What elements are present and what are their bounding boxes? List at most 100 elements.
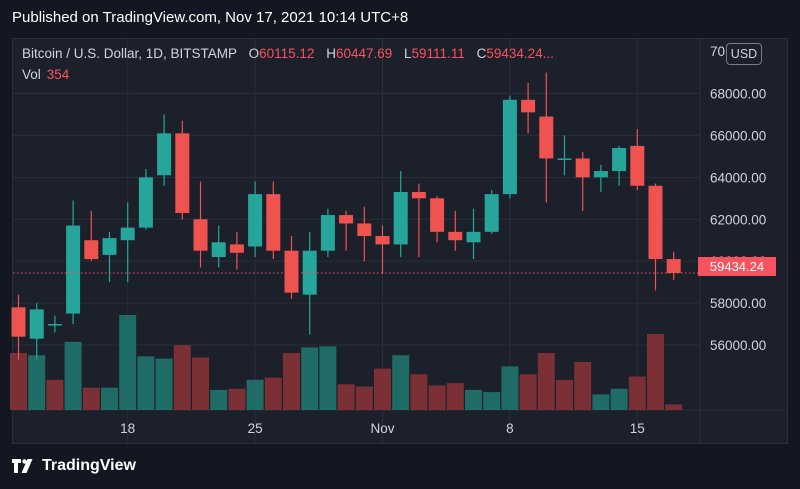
candle-body-19 [357,223,372,237]
candle-35 [648,183,663,291]
candle-body-10 [193,219,208,251]
candle-12 [229,231,244,270]
volume-label: Vol [22,67,41,82]
candle-body-7 [138,177,153,228]
volume-bar-8 [155,358,173,410]
candle-24 [448,210,463,251]
candle-body-3 [66,225,81,314]
candle-body-5 [102,238,117,255]
volume-bar-25 [465,389,482,410]
volume-bar-12 [228,388,246,410]
legend-low-value: 59111.11 [411,46,465,61]
volume-bar-28 [519,374,537,410]
candle-body-25 [466,231,481,243]
brand-name: TradingView [42,457,136,474]
candle-2 [47,315,62,333]
volume-bar-36 [665,404,683,410]
volume-bar-16 [301,347,319,410]
y-tick-label-0: 56000.00 [710,338,766,353]
legend-high-label: H [326,46,336,61]
candle-body-26 [484,194,499,232]
y-tick-partial: 70 [710,44,725,59]
volume-bar-32 [592,394,610,410]
candle-body-27 [502,99,517,195]
candle-body-22 [411,192,426,199]
candle-32 [593,164,608,193]
volume-bar-5 [101,387,118,410]
candle-33 [612,145,627,186]
candle-8 [157,114,172,186]
volume-bar-23 [428,385,446,410]
volume-value: 354 [46,67,70,82]
chart-legend: Bitcoin / U.S. Dollar, 1D, BITSTAMP O601… [22,46,554,61]
candle-body-21 [393,192,408,245]
candle-body-35 [648,185,663,260]
y-tick-label-4: 64000.00 [710,170,766,185]
candle-5 [102,231,117,283]
candle-body-20 [375,236,390,245]
candle-body-0 [11,307,26,337]
candle-body-34 [630,145,645,186]
candle-21 [393,171,408,257]
candle-23 [430,196,445,243]
candle-34 [630,129,645,190]
candle-9 [175,120,190,220]
candle-30 [557,135,572,176]
candle-25 [466,208,481,260]
y-tick-label-6: 68000.00 [710,86,766,101]
volume-bars [10,315,683,410]
candle-28 [521,83,536,134]
volume-bar-1 [28,355,46,410]
y-tick-label-5: 66000.00 [710,128,766,143]
volume-bar-35 [647,334,664,410]
x-tick-label-1: 25 [248,421,263,436]
candle-body-9 [175,133,190,213]
legend-close-value: 59434.24... [486,46,554,61]
volume-bar-24 [446,383,464,410]
volume-bar-17 [319,346,337,410]
volume-bar-29 [537,353,555,410]
volume-bar-15 [283,353,300,410]
candle-body-33 [612,147,627,172]
volume-bar-11 [210,389,228,410]
last-price-tag: 59434.24 [698,257,776,276]
y-tick-label-3: 62000.00 [710,212,766,227]
currency-button[interactable]: USD [726,43,762,65]
candle-body-31 [575,158,590,178]
volume-bar-0 [10,353,27,410]
candle-body-12 [229,244,244,253]
candle-body-32 [593,171,608,178]
candle-body-15 [284,250,299,293]
candle-11 [211,225,226,268]
candle-body-13 [248,194,263,247]
candle-body-30 [557,158,572,160]
x-tick-label-2: Nov [370,421,394,436]
volume-bar-9 [173,345,191,410]
candle-body-36 [666,259,681,274]
candle-body-29 [539,116,554,159]
y-tick-label-1: 58000.00 [710,296,766,311]
candle-body-2 [47,324,62,326]
candle-10 [193,181,208,268]
volume-bar-34 [628,376,646,410]
legend-open-label: O [248,46,260,61]
tradingview-logo-icon [12,459,33,473]
candle-36 [666,251,681,281]
candle-body-23 [430,198,445,232]
candle-31 [575,152,590,211]
volume-bar-2 [46,379,64,410]
x-tick-label-4: 15 [630,421,645,436]
y-axis-ticks: 7056000.0058000.0060000.0062000.0064000.… [710,44,766,353]
candle-body-11 [211,242,226,257]
candle-3 [66,200,81,325]
candle-7 [138,168,153,230]
volume-bar-4 [82,387,100,410]
volume-bar-14 [264,377,282,410]
tradingview-brand[interactable]: TradingView [12,457,136,475]
candle-13 [248,181,263,257]
candle-1 [29,303,44,360]
candle-20 [375,225,390,274]
candle-body-8 [157,133,172,176]
volume-bar-22 [410,374,428,410]
